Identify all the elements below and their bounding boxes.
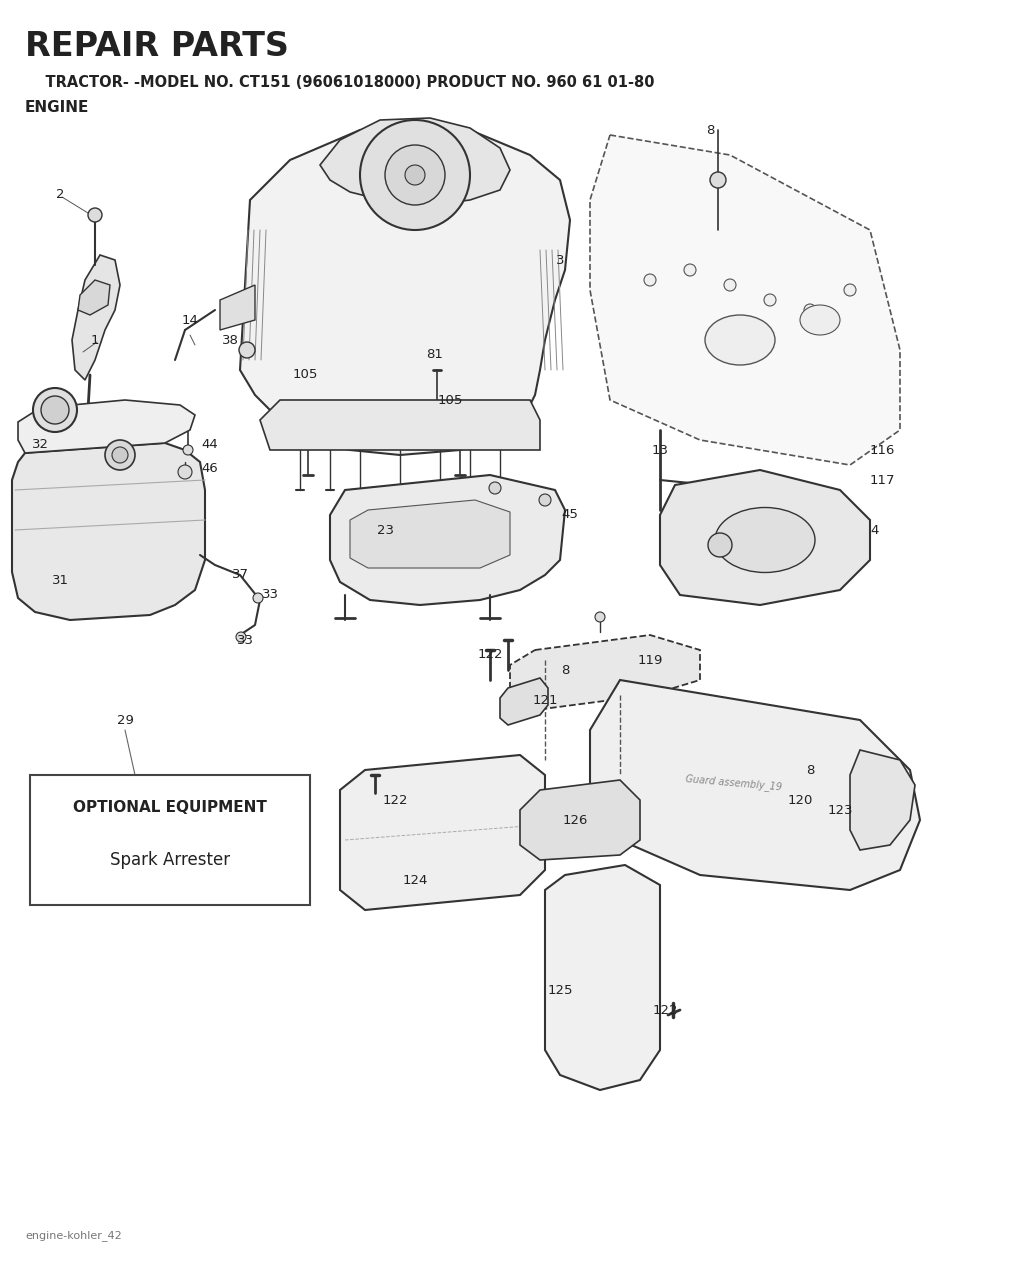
Polygon shape [660, 470, 870, 606]
Ellipse shape [715, 508, 815, 572]
Text: 37: 37 [231, 568, 249, 581]
Polygon shape [240, 124, 570, 455]
Text: 124: 124 [402, 874, 428, 887]
Circle shape [804, 304, 816, 316]
Circle shape [41, 396, 69, 423]
Text: REPAIR PARTS: REPAIR PARTS [25, 30, 289, 63]
Text: 116: 116 [869, 444, 895, 457]
Circle shape [183, 445, 193, 455]
Text: 120: 120 [787, 793, 813, 807]
Circle shape [595, 612, 605, 622]
Circle shape [105, 440, 135, 470]
Polygon shape [319, 118, 510, 205]
Polygon shape [78, 280, 110, 316]
Text: 33: 33 [261, 589, 279, 602]
Polygon shape [12, 443, 205, 620]
Circle shape [88, 208, 102, 222]
Text: 117: 117 [869, 473, 895, 486]
Circle shape [112, 446, 128, 463]
Ellipse shape [800, 305, 840, 335]
Text: 8: 8 [806, 763, 814, 776]
Text: 4: 4 [870, 523, 880, 536]
Polygon shape [520, 780, 640, 860]
Circle shape [644, 275, 656, 286]
Text: 13: 13 [651, 444, 669, 457]
Text: Guard assembly_19: Guard assembly_19 [685, 774, 782, 793]
Text: 3: 3 [556, 254, 564, 267]
Polygon shape [590, 680, 920, 890]
Text: 38: 38 [221, 334, 239, 346]
Circle shape [708, 532, 732, 557]
Text: 23: 23 [377, 523, 393, 536]
Circle shape [539, 494, 551, 506]
Text: 45: 45 [561, 508, 579, 521]
Circle shape [406, 166, 425, 185]
Text: 33: 33 [237, 634, 254, 647]
Text: 8: 8 [706, 123, 714, 136]
Polygon shape [590, 135, 900, 464]
Text: 121: 121 [532, 694, 558, 707]
Circle shape [764, 294, 776, 307]
Circle shape [360, 121, 470, 230]
Text: 122: 122 [652, 1003, 678, 1016]
Circle shape [178, 464, 193, 479]
Circle shape [489, 482, 501, 494]
Text: 105: 105 [292, 368, 317, 381]
Text: 123: 123 [827, 803, 853, 816]
Text: 1: 1 [91, 334, 99, 346]
Polygon shape [330, 475, 565, 606]
Text: engine-kohler_42: engine-kohler_42 [25, 1230, 122, 1241]
Text: 119: 119 [637, 653, 663, 666]
Text: 44: 44 [202, 439, 218, 452]
Circle shape [844, 284, 856, 296]
Polygon shape [18, 400, 195, 453]
Text: 126: 126 [562, 813, 588, 826]
Circle shape [236, 633, 246, 642]
Polygon shape [220, 285, 255, 330]
Polygon shape [260, 400, 540, 450]
Circle shape [684, 264, 696, 276]
Text: 2: 2 [55, 189, 65, 201]
Text: TRACTOR- -MODEL NO. CT151 (96061018000) PRODUCT NO. 960 61 01-80: TRACTOR- -MODEL NO. CT151 (96061018000) … [25, 74, 654, 90]
Circle shape [253, 593, 263, 603]
Polygon shape [850, 751, 915, 851]
FancyBboxPatch shape [30, 775, 310, 905]
Polygon shape [340, 754, 545, 910]
Circle shape [33, 387, 77, 432]
Text: 105: 105 [437, 394, 463, 407]
Circle shape [239, 343, 255, 358]
Polygon shape [350, 500, 510, 568]
Text: 14: 14 [181, 313, 199, 326]
Text: ENGINE: ENGINE [25, 100, 89, 115]
Text: 46: 46 [202, 462, 218, 475]
Circle shape [724, 278, 736, 291]
Circle shape [385, 145, 445, 205]
Text: 31: 31 [51, 574, 69, 586]
Polygon shape [72, 255, 120, 380]
Text: 29: 29 [117, 713, 133, 726]
Polygon shape [500, 677, 548, 725]
Text: 125: 125 [547, 984, 572, 997]
Polygon shape [510, 635, 700, 709]
Text: 8: 8 [561, 663, 569, 676]
Ellipse shape [705, 316, 775, 364]
Text: 122: 122 [382, 793, 408, 807]
Polygon shape [545, 865, 660, 1091]
Text: 122: 122 [477, 648, 503, 662]
Text: OPTIONAL EQUIPMENT: OPTIONAL EQUIPMENT [73, 801, 267, 816]
Text: 32: 32 [32, 439, 48, 452]
Text: Spark Arrester: Spark Arrester [110, 851, 230, 869]
Text: 81: 81 [427, 349, 443, 362]
Circle shape [710, 172, 726, 189]
